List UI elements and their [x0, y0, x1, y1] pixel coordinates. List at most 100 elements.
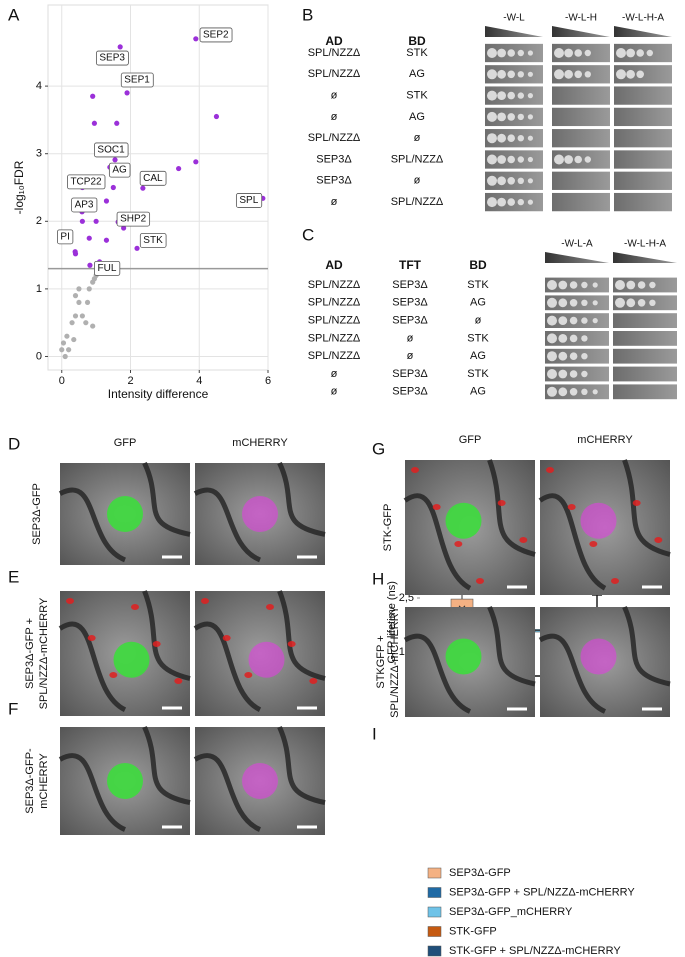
colony [487, 48, 497, 58]
colony [592, 318, 598, 324]
row-label: AG [409, 68, 425, 80]
row-label: SPL/NZZΔ-mCHERRY [389, 606, 401, 718]
plate-strip [614, 107, 672, 127]
legend-label: STK-GFP [449, 925, 497, 937]
x-axis-title: Intensity difference [108, 387, 209, 401]
point-label: AP3 [71, 197, 98, 213]
colony [558, 334, 568, 343]
point-label-text: SEP3 [99, 53, 125, 64]
colony [581, 299, 588, 306]
colony [554, 48, 564, 58]
colony [584, 156, 591, 163]
colony [527, 199, 534, 205]
colony [592, 282, 598, 288]
data-point [124, 90, 130, 96]
row-label: SPL/NZZΔ [308, 332, 361, 344]
row-label: SEP3Δ [392, 386, 428, 398]
colony [487, 133, 497, 144]
y-tick-label: 3 [36, 148, 42, 160]
data-point [64, 333, 70, 339]
colony [527, 178, 534, 184]
legend-label: SEP3Δ-GFP + SPL/NZZΔ-mCHERRY [449, 886, 635, 898]
point-label-box [139, 170, 167, 186]
plate-strip [613, 348, 677, 364]
fluorescence [519, 537, 528, 543]
fluorescence [580, 502, 617, 539]
medium-label: -W-L-H [565, 13, 597, 24]
fluorescence [222, 635, 231, 641]
data-point [72, 293, 79, 299]
colony [527, 135, 534, 141]
fluorescence [454, 541, 463, 547]
colony [517, 71, 524, 78]
data-point [193, 159, 199, 165]
plate-strip [552, 129, 610, 148]
point-label-text: SEP1 [124, 75, 150, 86]
dilution-wedge [545, 252, 609, 263]
colony [547, 369, 557, 379]
fluorescence [546, 467, 554, 473]
point-label: SEP2 [199, 27, 233, 43]
colony [507, 113, 515, 121]
plate-strip [614, 171, 672, 190]
colony [527, 50, 534, 56]
x-tick-label: 2 [127, 375, 133, 387]
point-label-box [108, 162, 131, 178]
medium-label: -W-L [503, 13, 525, 24]
row-label: ø [331, 386, 338, 398]
colony [592, 389, 598, 395]
data-point [86, 286, 92, 292]
point-label: CAL [139, 170, 167, 186]
fluorescence [152, 641, 161, 647]
row-label: STK [406, 47, 428, 59]
row-label: SPL/NZZΔ [308, 132, 361, 144]
row-label: SPL/NZZΔ [308, 68, 361, 80]
data-point [134, 245, 140, 251]
data-point [83, 320, 89, 326]
panel-letter: E [8, 567, 19, 586]
cell-wall [538, 605, 671, 714]
point-label-box [57, 229, 74, 245]
colony [507, 177, 515, 185]
colony [649, 299, 656, 306]
column-header: TFT [399, 258, 422, 272]
data-point [71, 336, 77, 343]
row-label: SPL/NZZΔ [308, 297, 361, 309]
row-label: ø [331, 196, 338, 208]
legend-label: SEP3Δ-GFP_mCHERRY [449, 906, 573, 918]
fluorescence [476, 578, 484, 584]
plate-strip [613, 313, 677, 328]
data-point [59, 347, 65, 353]
cell-wall [193, 461, 326, 563]
cell-wall [58, 590, 191, 713]
row-label: SPL/NZZΔ [308, 315, 361, 327]
row-label: SPL/NZZΔ [308, 350, 361, 362]
point-label: AG [108, 162, 131, 178]
fluorescence [266, 604, 274, 610]
colony [517, 156, 524, 163]
point-label-box [95, 50, 129, 66]
colony [487, 175, 497, 186]
colony [507, 155, 515, 164]
colony [527, 114, 534, 120]
colony [547, 315, 557, 326]
colony [517, 135, 524, 142]
y-axis-title: -log₁₀FDR [12, 160, 26, 214]
colony [497, 197, 506, 207]
point-label-box [71, 197, 98, 213]
fluorescence [287, 641, 296, 647]
panel-letter: C [302, 225, 314, 244]
data-point [62, 353, 68, 360]
fluorescence [309, 678, 318, 684]
panel-letter: G [372, 439, 385, 458]
colony [497, 91, 506, 100]
panel-letter: A [8, 5, 20, 24]
legend-label: STK-GFP + SPL/NZZΔ-mCHERRY [449, 945, 621, 957]
colony [626, 69, 635, 79]
x-tick-label: 4 [196, 375, 202, 387]
cell-wall [538, 459, 671, 591]
point-label: SOC1 [94, 142, 129, 158]
point-label-box [199, 27, 233, 43]
colony [564, 155, 573, 164]
data-point [213, 113, 220, 120]
